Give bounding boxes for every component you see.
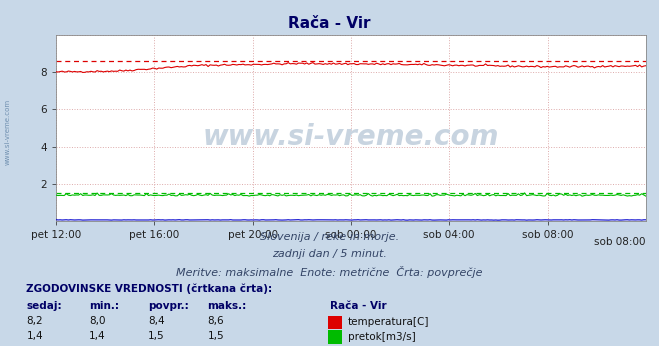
Text: 8,0: 8,0 (89, 316, 105, 326)
Text: ZGODOVINSKE VREDNOSTI (črtkana črta):: ZGODOVINSKE VREDNOSTI (črtkana črta): (26, 284, 272, 294)
Text: 8,4: 8,4 (148, 316, 165, 326)
Text: Rača - Vir: Rača - Vir (330, 301, 386, 311)
Text: 8,6: 8,6 (208, 316, 224, 326)
Text: 1,4: 1,4 (89, 331, 105, 340)
Text: sedaj:: sedaj: (26, 301, 62, 311)
Text: 1,4: 1,4 (26, 331, 43, 340)
Text: zadnji dan / 5 minut.: zadnji dan / 5 minut. (272, 249, 387, 259)
Text: povpr.:: povpr.: (148, 301, 189, 311)
Text: sob 08:00: sob 08:00 (594, 237, 646, 247)
Text: 1,5: 1,5 (148, 331, 165, 340)
Text: www.si-vreme.com: www.si-vreme.com (5, 98, 11, 165)
Text: Rača - Vir: Rača - Vir (288, 16, 371, 30)
Text: temperatura[C]: temperatura[C] (348, 318, 430, 327)
Text: www.si-vreme.com: www.si-vreme.com (203, 124, 499, 151)
Text: 8,2: 8,2 (26, 316, 43, 326)
Text: Meritve: maksimalne  Enote: metrične  Črta: povprečje: Meritve: maksimalne Enote: metrične Črta… (176, 266, 483, 277)
Text: 1,5: 1,5 (208, 331, 224, 340)
Text: maks.:: maks.: (208, 301, 247, 311)
Text: Slovenija / reke in morje.: Slovenija / reke in morje. (260, 232, 399, 242)
Text: pretok[m3/s]: pretok[m3/s] (348, 333, 416, 342)
Text: min.:: min.: (89, 301, 119, 311)
